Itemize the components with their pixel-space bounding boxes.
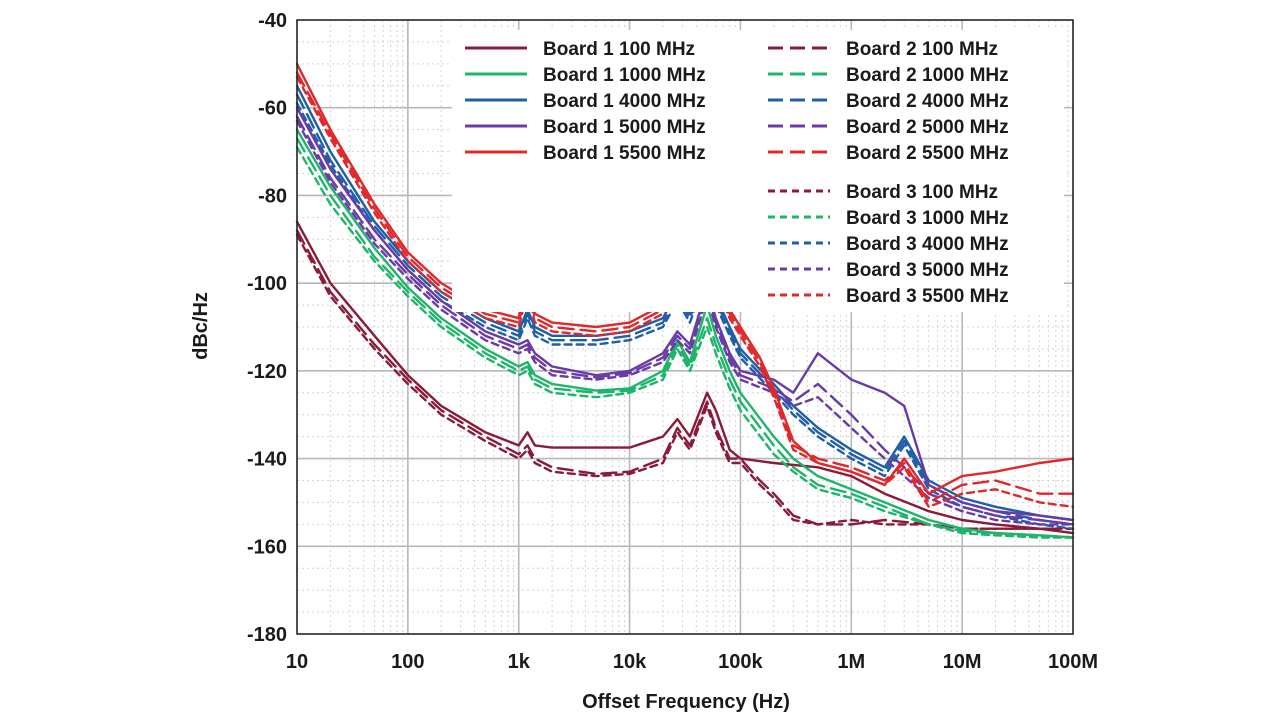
legend-item: Board 3 5500 MHz [768, 286, 1009, 307]
x-tick-label: 10 [286, 651, 308, 673]
legend-label: Board 1 100 MHz [543, 39, 695, 60]
legend-label: Board 1 4000 MHz [543, 91, 706, 112]
legend-item: Board 2 5000 MHz [768, 117, 1009, 138]
x-axis-title: Offset Frequency (Hz) [582, 691, 790, 713]
legend-label: Board 1 5000 MHz [543, 117, 706, 138]
legend-label: Board 3 5500 MHz [846, 286, 1009, 307]
series-line [295, 106, 1075, 522]
legend-label: Board 2 5500 MHz [846, 143, 1009, 164]
series-lines [295, 62, 1075, 539]
y-tick-label: -180 [247, 624, 287, 646]
legend-label: Board 2 5000 MHz [846, 117, 1009, 138]
y-tick-label: -160 [247, 536, 287, 558]
legend-item: Board 1 100 MHz [465, 39, 695, 60]
legend-item: Board 3 1000 MHz [768, 208, 1009, 229]
y-axis-ticks: -40 -60 -80 -100 -120 -140 -160 -180 [247, 10, 287, 646]
legend-item: Board 1 1000 MHz [465, 65, 706, 86]
legend-item: Board 3 100 MHz [768, 182, 998, 203]
legend-label: Board 3 1000 MHz [846, 208, 1009, 229]
x-tick-label: 10M [943, 651, 982, 673]
x-tick-label: 100 [391, 651, 424, 673]
x-tick-label: 10k [613, 651, 647, 673]
legend-label: Board 1 5500 MHz [543, 143, 706, 164]
series-line [295, 119, 1075, 526]
legend-label: Board 2 4000 MHz [846, 91, 1009, 112]
x-tick-label: 100k [718, 651, 763, 673]
y-tick-label: -80 [258, 185, 287, 207]
legend-item: Board 1 4000 MHz [465, 91, 706, 112]
x-axis-ticks: 10 100 1k 10k 100k 1M 10M 100M [286, 651, 1098, 673]
legend-label: Board 3 4000 MHz [846, 234, 1009, 255]
x-tick-label: 100M [1048, 651, 1098, 673]
x-tick-label: 1k [508, 651, 531, 673]
y-axis-title: dBc/Hz [190, 292, 212, 360]
legend-item: Board 1 5500 MHz [465, 143, 706, 164]
legend-label: Board 1 1000 MHz [543, 65, 706, 86]
y-tick-label: -60 [258, 98, 287, 120]
legend-item: Board 2 5500 MHz [768, 143, 1009, 164]
series-line [295, 128, 1075, 539]
legend-label: Board 3 100 MHz [846, 182, 998, 203]
x-tick-label: 1M [837, 651, 865, 673]
legend-item: Board 3 4000 MHz [768, 234, 1009, 255]
legend-label: Board 2 100 MHz [846, 39, 998, 60]
legend-background [452, 30, 1064, 312]
y-tick-label: -120 [247, 361, 287, 383]
legend-item: Board 3 5000 MHz [768, 260, 1009, 281]
legend-label: Board 2 1000 MHz [846, 65, 1009, 86]
plot-frame [296, 19, 1074, 635]
y-tick-label: -140 [247, 449, 287, 471]
series-line [295, 229, 1075, 530]
y-tick-label: -40 [258, 10, 287, 32]
series-line [295, 233, 1075, 530]
series-line [295, 137, 1075, 539]
series-line [295, 115, 1075, 526]
legend-item: Board 2 100 MHz [768, 39, 998, 60]
legend-item: Board 2 4000 MHz [768, 91, 1009, 112]
legend-item: Board 2 1000 MHz [768, 65, 1009, 86]
legend-item: Board 1 5000 MHz [465, 117, 706, 138]
legend: Board 1 100 MHz Board 1 1000 MHz Board 1 4… [452, 30, 1064, 312]
series-line [295, 146, 1075, 539]
y-tick-label: -100 [247, 273, 287, 295]
series-line [295, 220, 1075, 535]
legend-label: Board 3 5000 MHz [846, 260, 1009, 281]
